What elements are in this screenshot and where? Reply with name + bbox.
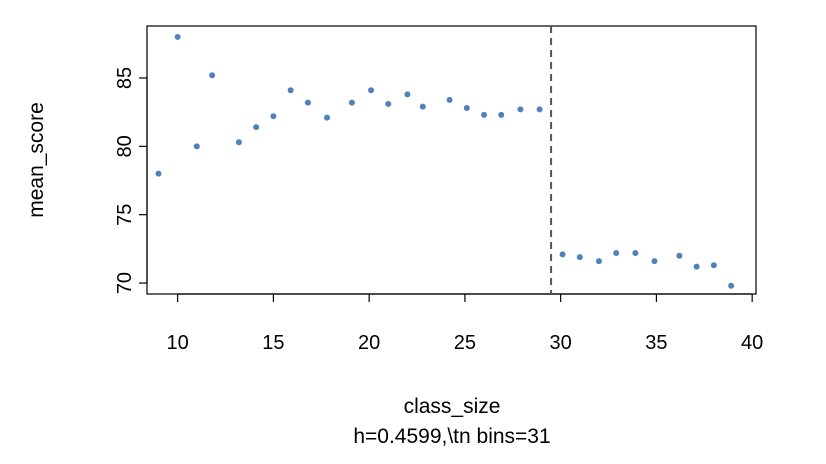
- data-point: [676, 252, 683, 259]
- data-point: [517, 106, 524, 113]
- y-axis-title: mean_score: [25, 102, 48, 218]
- x-tick-label: 30: [550, 332, 572, 354]
- y-axis: 70 75 80 85: [114, 67, 148, 294]
- data-point: [632, 249, 639, 256]
- data-point: [613, 249, 620, 256]
- data-point: [710, 262, 717, 269]
- data-point: [536, 106, 543, 113]
- data-point: [576, 254, 583, 261]
- data-point: [463, 105, 470, 112]
- x-tick-label: 15: [262, 332, 284, 354]
- data-point: [368, 87, 375, 94]
- y-tick-label: 80: [114, 135, 136, 157]
- data-point: [498, 111, 505, 118]
- x-tick-label: 25: [454, 332, 476, 354]
- data-point: [446, 96, 453, 103]
- y-tick-label: 70: [114, 272, 136, 294]
- data-point: [287, 87, 294, 94]
- data-point: [209, 72, 216, 79]
- x-tick-label: 20: [358, 332, 380, 354]
- data-point: [419, 103, 426, 110]
- data-point: [324, 114, 331, 121]
- x-tick-label: 40: [741, 332, 763, 354]
- data-point: [559, 251, 566, 258]
- data-point: [693, 263, 700, 270]
- data-point: [651, 258, 658, 265]
- data-point: [174, 33, 181, 40]
- chart-subtitle: h=0.4599,\tn bins=31: [353, 425, 550, 448]
- data-point: [235, 139, 242, 146]
- data-point: [404, 91, 411, 98]
- data-point: [348, 99, 355, 106]
- x-axis: 10 15 20 25 30 35 40: [167, 293, 763, 354]
- data-point: [155, 170, 162, 177]
- x-tick-label: 10: [167, 332, 189, 354]
- data-point: [193, 143, 200, 150]
- data-point: [728, 282, 735, 289]
- y-tick-label: 85: [114, 67, 136, 89]
- y-tick-label: 75: [114, 204, 136, 226]
- data-point: [385, 100, 392, 107]
- x-axis-title: class_size: [404, 395, 501, 418]
- data-points: [155, 33, 735, 289]
- data-point: [481, 111, 488, 118]
- data-point: [595, 258, 602, 265]
- data-point: [253, 124, 260, 131]
- x-tick-label: 35: [645, 332, 667, 354]
- data-point: [304, 99, 311, 106]
- data-point: [270, 113, 277, 120]
